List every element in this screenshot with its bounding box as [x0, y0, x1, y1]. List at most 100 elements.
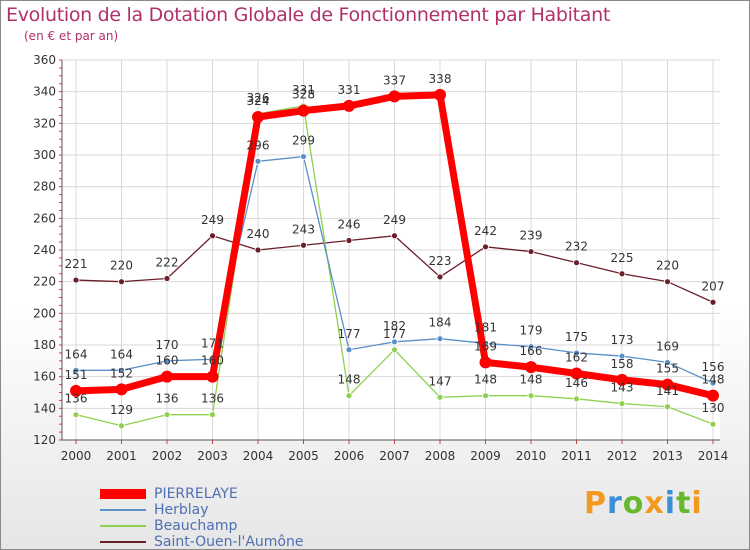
x-tick-label: 2013: [652, 449, 683, 463]
data-point: [436, 393, 444, 401]
data-label: 170: [156, 338, 179, 352]
data-label: 164: [65, 347, 88, 361]
data-label: 143: [611, 381, 634, 395]
data-label: 136: [201, 392, 224, 406]
data-point: [209, 232, 216, 240]
data-point: [252, 111, 264, 123]
data-label: 220: [656, 259, 679, 273]
data-label: 129: [110, 403, 133, 417]
y-tick-label: 120: [33, 433, 56, 447]
y-tick-label: 240: [33, 243, 56, 257]
x-tick-label: 2009: [470, 449, 501, 463]
x-tick-label: 2004: [243, 449, 274, 463]
data-label: 162: [565, 351, 588, 365]
legend-label: Herblay: [154, 502, 209, 518]
data-label: 171: [201, 336, 224, 350]
data-label: 232: [565, 240, 588, 254]
data-label: 240: [247, 227, 270, 241]
data-label: 179: [520, 324, 543, 338]
data-point: [163, 411, 171, 419]
x-tick-label: 2014: [698, 449, 729, 463]
data-label: 148: [474, 373, 497, 387]
legend-swatch: [100, 525, 146, 527]
data-point: [570, 367, 583, 380]
data-point: [388, 90, 401, 103]
legend-label: Saint-Ouen-l'Aumône: [154, 534, 304, 550]
chart-title: Evolution de la Dotation Globale de Fonc…: [6, 4, 611, 26]
data-label: 184: [429, 316, 452, 330]
data-point: [573, 395, 580, 403]
data-point: [618, 352, 626, 360]
x-tick-label: 2003: [197, 449, 228, 463]
y-tick-label: 140: [33, 401, 56, 415]
data-label: 151: [65, 368, 88, 382]
data-label: 155: [656, 362, 679, 376]
data-label: 156: [702, 360, 725, 374]
data-label: 337: [383, 73, 406, 87]
data-point: [345, 237, 353, 244]
data-label: 296: [247, 138, 270, 152]
data-point: [573, 349, 580, 357]
data-point: [618, 400, 626, 407]
y-tick-label: 280: [33, 180, 56, 194]
data-point: [661, 378, 674, 391]
data-point: [664, 278, 671, 286]
data-label: 243: [292, 222, 315, 236]
data-point: [436, 273, 444, 281]
data-label: 169: [474, 339, 497, 353]
y-tick-label: 340: [33, 85, 56, 99]
data-point: [70, 384, 82, 397]
data-point: [72, 366, 80, 374]
x-tick-label: 2000: [61, 449, 92, 463]
data-point: [573, 259, 580, 267]
data-point: [115, 383, 128, 396]
data-point: [163, 357, 171, 365]
data-point: [209, 411, 216, 419]
data-point: [254, 246, 262, 254]
data-point: [525, 361, 537, 374]
proxiti-logo: Proxiti: [584, 486, 703, 521]
data-label: 331: [338, 83, 361, 97]
data-label: 173: [611, 333, 634, 347]
data-point: [664, 403, 671, 411]
data-point: [709, 379, 717, 387]
data-label: 328: [292, 88, 315, 102]
data-label: 169: [656, 339, 679, 353]
data-label: 136: [156, 392, 179, 406]
data-point: [664, 359, 671, 366]
data-label: 246: [338, 218, 361, 232]
data-point: [118, 366, 125, 374]
data-point: [163, 275, 171, 282]
data-label: 225: [611, 251, 634, 265]
data-point: [391, 232, 398, 240]
data-label: 221: [65, 257, 88, 271]
data-point: [297, 104, 310, 117]
data-label: 146: [565, 376, 588, 390]
data-label: 166: [520, 344, 543, 358]
data-point: [118, 422, 125, 430]
data-point: [479, 356, 492, 369]
data-label: 160: [156, 354, 179, 368]
data-label: 148: [520, 373, 543, 387]
data-point: [482, 392, 489, 400]
data-label: 130: [702, 401, 725, 415]
data-point: [391, 338, 398, 346]
data-point: [72, 276, 80, 284]
data-label: 181: [474, 320, 497, 334]
data-label: 249: [383, 213, 406, 227]
data-label: 160: [201, 354, 224, 368]
x-tick-label: 2011: [561, 449, 592, 463]
data-point: [254, 157, 262, 165]
data-point: [618, 270, 626, 278]
data-label: 164: [110, 347, 133, 361]
x-tick-label: 2008: [425, 449, 456, 463]
data-point: [709, 298, 717, 306]
data-point: [527, 343, 535, 350]
data-point: [345, 392, 353, 400]
x-tick-label: 2012: [607, 449, 638, 463]
data-label: 147: [429, 374, 452, 388]
data-label: 175: [565, 330, 588, 344]
x-tick-label: 2005: [288, 449, 319, 463]
x-tick-label: 2002: [152, 449, 183, 463]
x-tick-label: 2010: [516, 449, 547, 463]
